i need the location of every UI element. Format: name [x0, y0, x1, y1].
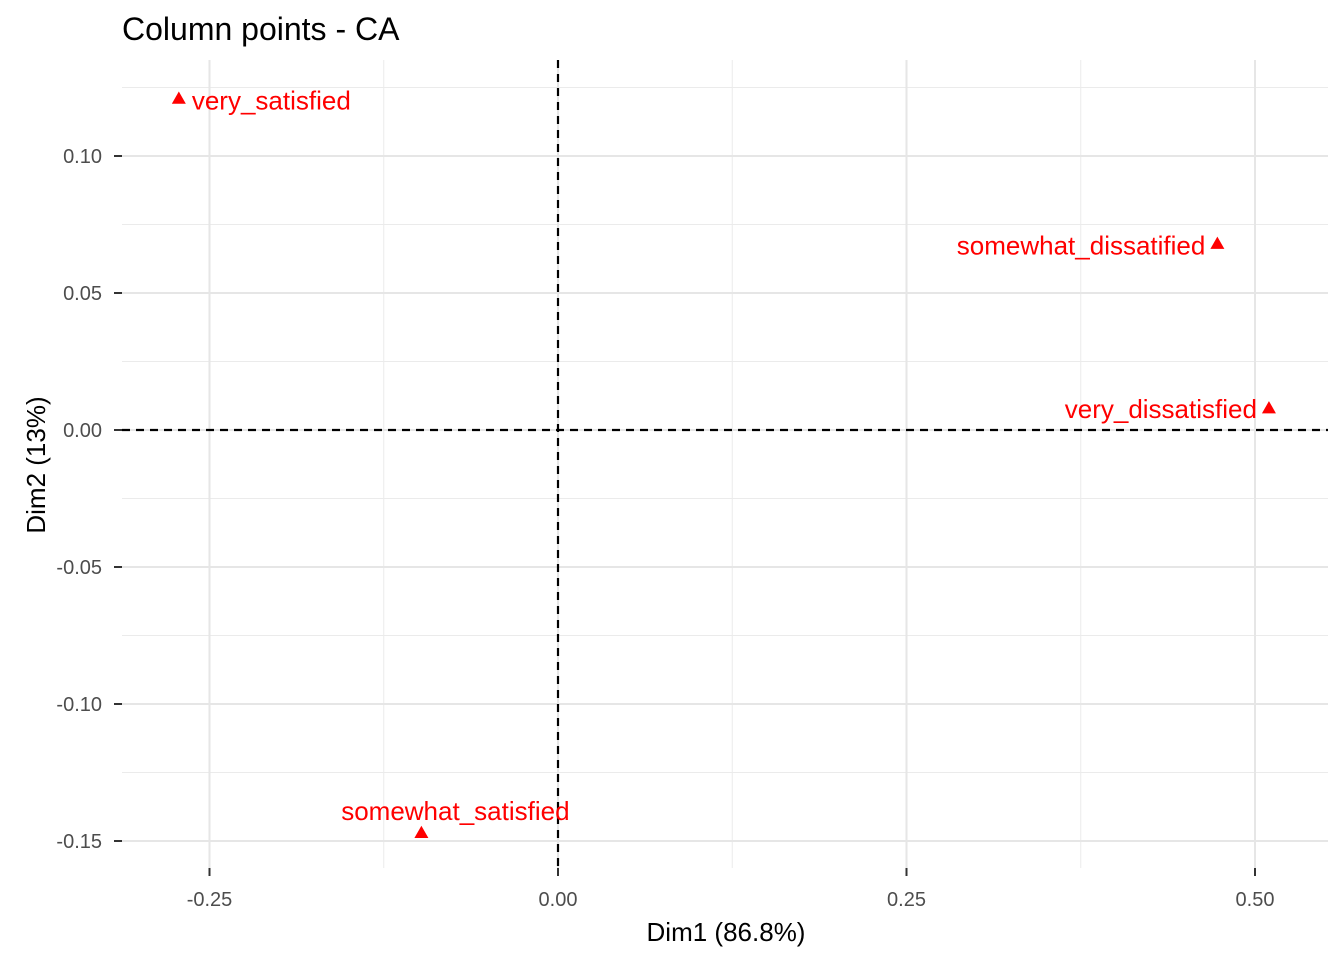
point-marker-very_dissatisfied	[1261, 401, 1276, 414]
y-tick-label: -0.05	[56, 557, 102, 579]
y-axis-title: Dim2 (13%)	[21, 396, 51, 533]
x-tick-label: 0.50	[1236, 889, 1275, 911]
x-tick-label: 0.25	[887, 889, 926, 911]
point-label-very_dissatisfied: very_dissatisfied	[1065, 394, 1257, 424]
point-label-somewhat_satisfied: somewhat_satisfied	[341, 796, 569, 826]
major-gridlines	[122, 60, 1328, 868]
x-axis-title: Dim1 (86.8%)	[647, 917, 806, 947]
point-marker-very_satisfied	[171, 91, 186, 104]
y-tick-label: -0.15	[56, 831, 102, 853]
reference-lines	[122, 60, 1328, 868]
x-tick-label: -0.25	[187, 889, 233, 911]
data-points: very_satisfied somewhat_dissatified very_d…	[171, 85, 1276, 839]
y-tick-label: 0.05	[63, 283, 102, 305]
y-axis: 0.10 0.05 0.00 -0.05 -0.10 -0.15	[56, 146, 122, 853]
y-tick-label: 0.10	[63, 146, 102, 168]
point-label-very_satisfied: very_satisfied	[192, 85, 351, 115]
point-marker-somewhat_dissatified	[1210, 236, 1225, 249]
y-tick-label: 0.00	[63, 420, 102, 442]
y-tick-label: -0.10	[56, 694, 102, 716]
chart-title: Column points - CA	[122, 11, 400, 47]
point-marker-somewhat_satisfied	[414, 825, 429, 839]
minor-gridlines	[122, 60, 1328, 868]
x-tick-label: 0.00	[539, 889, 578, 911]
point-label-somewhat_dissatified: somewhat_dissatified	[957, 231, 1206, 261]
x-axis: -0.25 0.00 0.25 0.50	[187, 868, 1275, 911]
